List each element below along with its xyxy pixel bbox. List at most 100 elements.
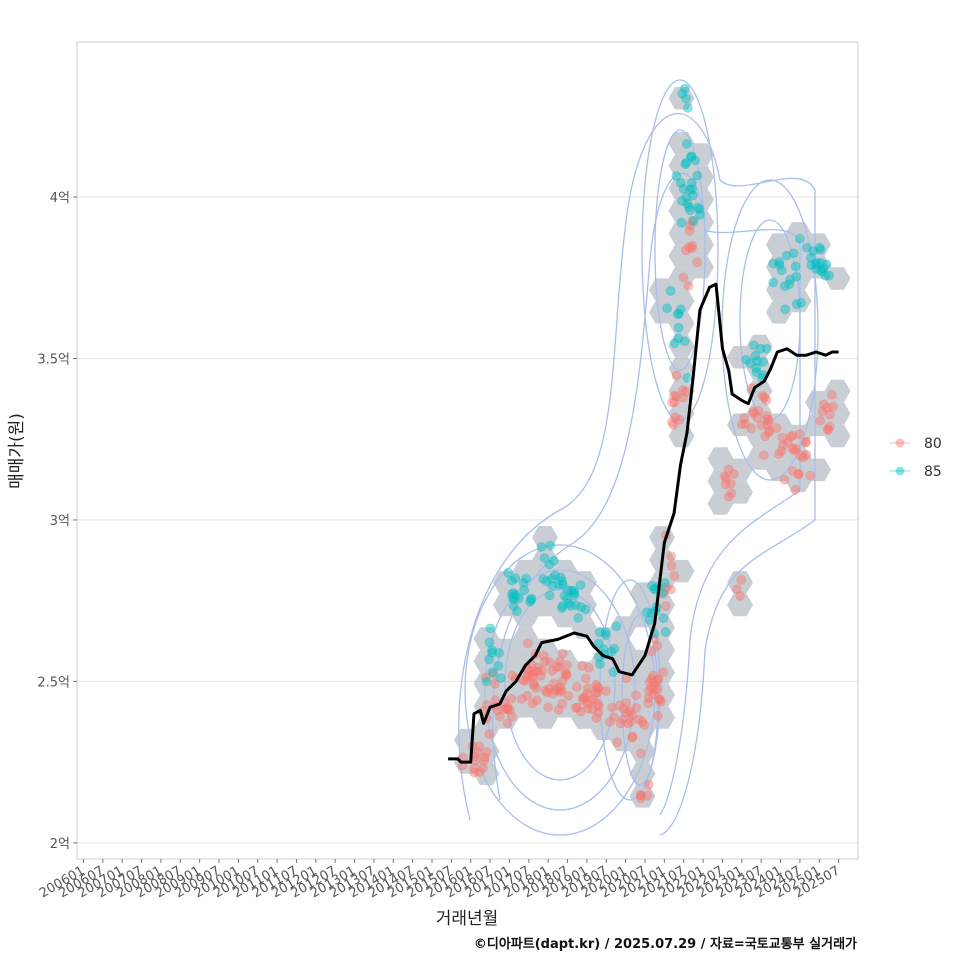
density-contour-layer — [458, 79, 819, 836]
scatter-point-80 — [789, 445, 800, 456]
scatter-point-80 — [669, 570, 680, 581]
hexbin-cell — [629, 785, 656, 808]
hexbin-cell — [805, 255, 831, 279]
scatter-point-80 — [726, 488, 737, 499]
hexbin-cell — [727, 413, 753, 436]
scatter-point-80 — [592, 698, 603, 709]
scatter-point-80 — [736, 419, 747, 430]
hexbin-cell — [668, 132, 695, 155]
scatter-point-85 — [519, 585, 530, 596]
hexbin-cell — [590, 649, 617, 673]
hexbin-cell — [532, 526, 558, 549]
scatter-point-85 — [547, 581, 558, 591]
hexbin-cell — [610, 683, 636, 707]
scatter-point-80 — [481, 747, 492, 758]
scatter-point-85 — [508, 594, 519, 605]
hexbin-cell — [727, 458, 753, 482]
scatter-point-80 — [631, 690, 642, 701]
scatter-point-80 — [472, 747, 483, 758]
hexbin-cell — [824, 402, 851, 425]
scatter-points-layer — [457, 83, 839, 804]
scatter-point-80 — [591, 713, 602, 724]
scatter-point-85 — [796, 297, 807, 308]
scatter-point-80 — [531, 695, 542, 706]
density-contour — [654, 129, 706, 371]
scatter-point-80 — [529, 666, 540, 677]
scatter-point-80 — [617, 714, 628, 725]
scatter-point-80 — [649, 680, 660, 691]
scatter-point-85 — [548, 555, 559, 566]
scatter-point-80 — [527, 669, 538, 680]
scatter-point-80 — [678, 272, 689, 283]
scatter-point-85 — [487, 667, 498, 678]
hexbin-cell — [688, 143, 714, 166]
scatter-point-85 — [673, 322, 684, 333]
hexbin-cell — [629, 740, 656, 763]
scatter-point-80 — [671, 370, 682, 381]
scatter-point-80 — [782, 437, 793, 448]
scatter-point-85 — [686, 177, 697, 188]
y-axis-title: 매매가(원) — [7, 413, 27, 489]
scatter-point-85 — [692, 170, 703, 181]
scatter-point-80 — [555, 687, 566, 697]
scatter-point-80 — [670, 412, 681, 423]
scatter-point-80 — [637, 716, 648, 727]
scatter-point-80 — [506, 693, 517, 704]
scatter-point-80 — [488, 669, 499, 679]
scatter-point-80 — [736, 574, 747, 585]
scatter-point-80 — [778, 440, 789, 450]
scatter-point-80 — [522, 690, 533, 701]
scatter-point-80 — [591, 679, 602, 690]
y-tick-label: 3억 — [50, 514, 70, 529]
scatter-point-85 — [791, 299, 802, 310]
hexbin-cell — [473, 627, 500, 650]
scatter-point-80 — [621, 707, 632, 718]
scatter-point-85 — [566, 600, 576, 611]
scatter-point-85 — [611, 621, 622, 632]
scatter-point-80 — [583, 662, 594, 673]
scatter-point-80 — [721, 473, 731, 484]
hexbin-cell — [473, 672, 500, 695]
scatter-point-80 — [773, 449, 784, 460]
hexbin-cell — [688, 210, 714, 234]
scatter-point-80 — [531, 683, 541, 693]
hexbin-cell — [707, 492, 734, 515]
scatter-point-80 — [759, 392, 770, 403]
scatter-point-80 — [489, 678, 500, 689]
scatter-point-85 — [821, 259, 832, 270]
scatter-point-85 — [506, 588, 517, 599]
scatter-point-85 — [817, 266, 828, 277]
scatter-point-80 — [548, 688, 558, 699]
scatter-point-85 — [600, 627, 611, 638]
trend-line — [448, 282, 839, 764]
scatter-point-85 — [685, 184, 696, 195]
hexbin-cell — [551, 695, 578, 718]
hexbin-cell — [629, 762, 656, 785]
hexbin-cell — [668, 312, 695, 335]
scatter-point-80 — [655, 694, 666, 705]
scatter-point-80 — [532, 666, 543, 677]
scatter-point-85 — [761, 343, 772, 354]
scatter-point-85 — [811, 263, 821, 274]
density-contour — [641, 79, 719, 421]
scatter-point-80 — [740, 418, 751, 429]
scatter-point-85 — [780, 304, 791, 315]
scatter-point-80 — [785, 431, 796, 442]
scatter-point-80 — [805, 470, 816, 481]
scatter-point-80 — [658, 667, 669, 678]
scatter-point-80 — [692, 257, 703, 268]
scatter-point-80 — [635, 790, 646, 801]
scatter-point-80 — [760, 431, 771, 442]
scatter-point-85 — [679, 336, 690, 347]
scatter-point-80 — [577, 692, 588, 703]
scatter-point-85 — [518, 577, 529, 588]
scatter-point-85 — [525, 596, 535, 607]
scatter-point-80 — [791, 443, 801, 454]
scatter-point-85 — [484, 654, 495, 665]
scatter-point-80 — [502, 702, 513, 713]
scatter-point-80 — [607, 702, 618, 713]
scatter-point-80 — [795, 450, 806, 461]
scatter-point-85 — [568, 586, 579, 596]
scatter-point-80 — [748, 406, 759, 417]
scatter-point-80 — [787, 443, 798, 454]
